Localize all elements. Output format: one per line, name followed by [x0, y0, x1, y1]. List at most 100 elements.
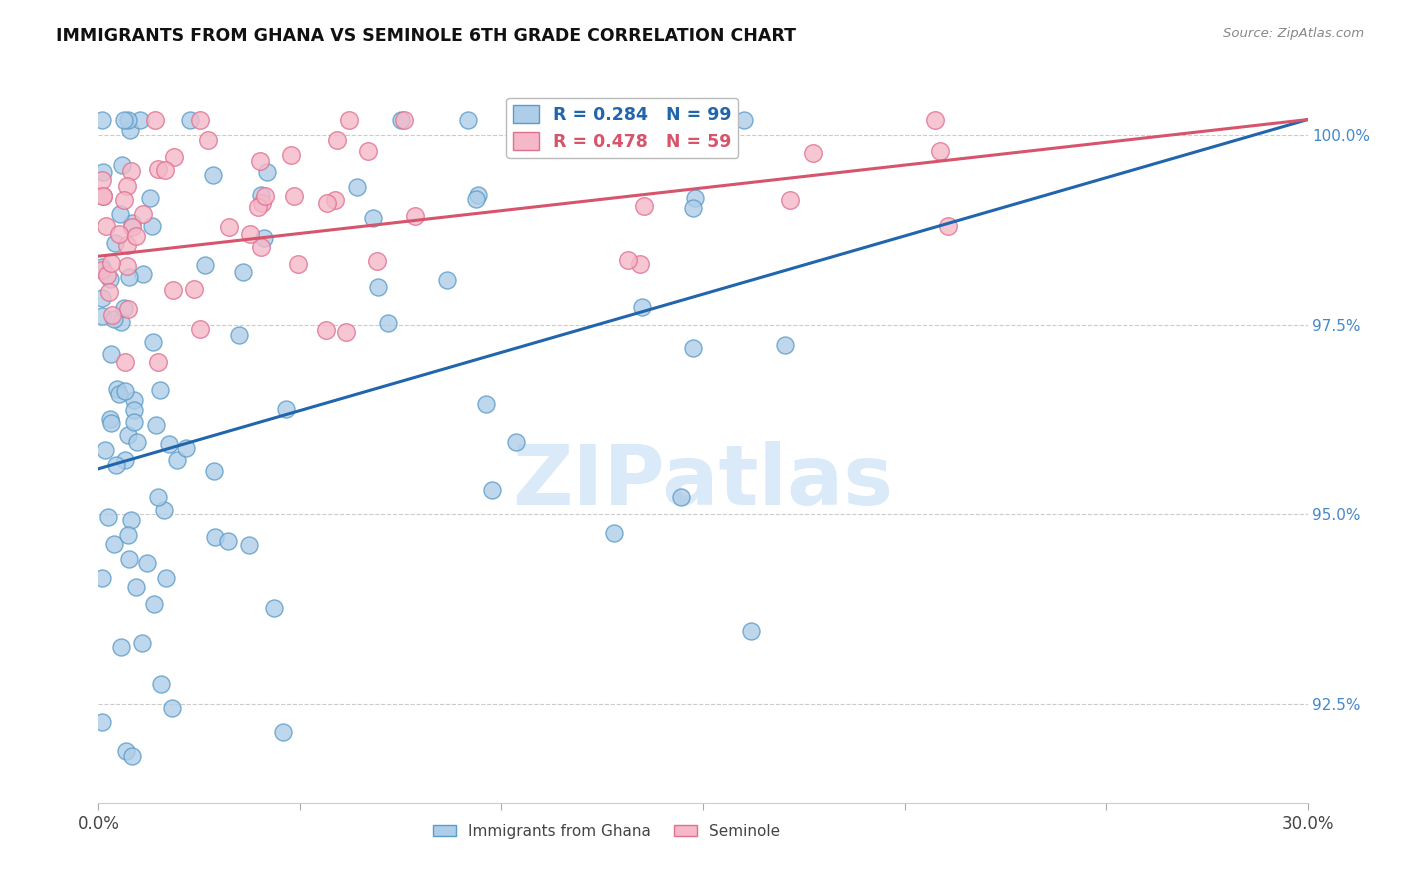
Point [628, 257, 651, 271]
Point [250, 240, 273, 254]
Point [647, 112, 669, 127]
Point [91, 173, 114, 187]
Point [114, 355, 136, 369]
Point [315, 323, 337, 337]
Point [263, 600, 285, 615]
Point [155, 571, 177, 585]
Point [218, 220, 240, 235]
Point [740, 624, 762, 638]
Point [125, 434, 148, 449]
Point [132, 207, 155, 221]
Text: Source: ZipAtlas.com: Source: ZipAtlas.com [1223, 27, 1364, 40]
Point [124, 415, 146, 429]
Point [377, 316, 399, 330]
Point [188, 112, 211, 127]
Point [110, 640, 132, 654]
Point [117, 427, 139, 442]
Point [152, 503, 174, 517]
Point [117, 178, 139, 193]
Point [91, 309, 114, 323]
Point [201, 168, 224, 182]
Point [249, 188, 271, 202]
Point [404, 209, 426, 223]
Point [335, 326, 357, 340]
Point [97, 285, 120, 299]
Point [112, 301, 135, 315]
Point [94, 219, 117, 233]
Point [176, 442, 198, 456]
Point [239, 227, 262, 242]
Point [166, 452, 188, 467]
Point [100, 416, 122, 430]
Point [121, 749, 143, 764]
Point [108, 227, 131, 241]
Point [481, 483, 503, 497]
Point [346, 179, 368, 194]
Point [254, 189, 277, 203]
Point [142, 334, 165, 349]
Point [117, 112, 139, 127]
Point [238, 538, 260, 552]
Point [315, 196, 337, 211]
Point [603, 525, 626, 540]
Point [357, 145, 380, 159]
Point [337, 112, 360, 127]
Point [924, 112, 946, 127]
Point [188, 322, 211, 336]
Point [682, 341, 704, 355]
Point [96, 268, 118, 282]
Point [91, 714, 114, 729]
Point [91, 189, 114, 203]
Legend: Immigrants from Ghana, Seminole: Immigrants from Ghana, Seminole [426, 818, 786, 845]
Point [132, 267, 155, 281]
Point [91, 292, 114, 306]
Point [91, 260, 114, 275]
Point [91, 571, 114, 585]
Point [114, 384, 136, 398]
Point [103, 537, 125, 551]
Point [105, 458, 128, 472]
Point [669, 490, 692, 504]
Point [505, 435, 527, 450]
Point [617, 253, 640, 268]
Point [120, 513, 142, 527]
Point [668, 134, 690, 148]
Point [287, 257, 309, 271]
Point [366, 254, 388, 268]
Point [194, 258, 217, 272]
Point [367, 280, 389, 294]
Point [117, 302, 139, 317]
Point [148, 355, 170, 369]
Point [179, 112, 201, 127]
Point [108, 387, 131, 401]
Point [779, 193, 801, 207]
Point [104, 236, 127, 251]
Point [163, 150, 186, 164]
Point [633, 199, 655, 213]
Point [143, 598, 166, 612]
Point [91, 165, 114, 179]
Text: ZIPatlas: ZIPatlas [513, 442, 893, 522]
Point [98, 411, 121, 425]
Point [143, 112, 166, 127]
Point [114, 452, 136, 467]
Point [271, 725, 294, 739]
Text: IMMIGRANTS FROM GHANA VS SEMINOLE 6TH GRADE CORRELATION CHART: IMMIGRANTS FROM GHANA VS SEMINOLE 6TH GR… [56, 27, 796, 45]
Point [141, 219, 163, 233]
Point [232, 264, 254, 278]
Point [97, 510, 120, 524]
Point [509, 122, 531, 136]
Point [139, 191, 162, 205]
Point [228, 328, 250, 343]
Point [117, 238, 139, 252]
Point [149, 383, 172, 397]
Point [112, 112, 135, 127]
Point [148, 491, 170, 505]
Point [153, 163, 176, 178]
Point [121, 216, 143, 230]
Point [683, 191, 706, 205]
Point [204, 464, 226, 478]
Point [630, 300, 652, 314]
Point [100, 255, 122, 269]
Point [929, 145, 952, 159]
